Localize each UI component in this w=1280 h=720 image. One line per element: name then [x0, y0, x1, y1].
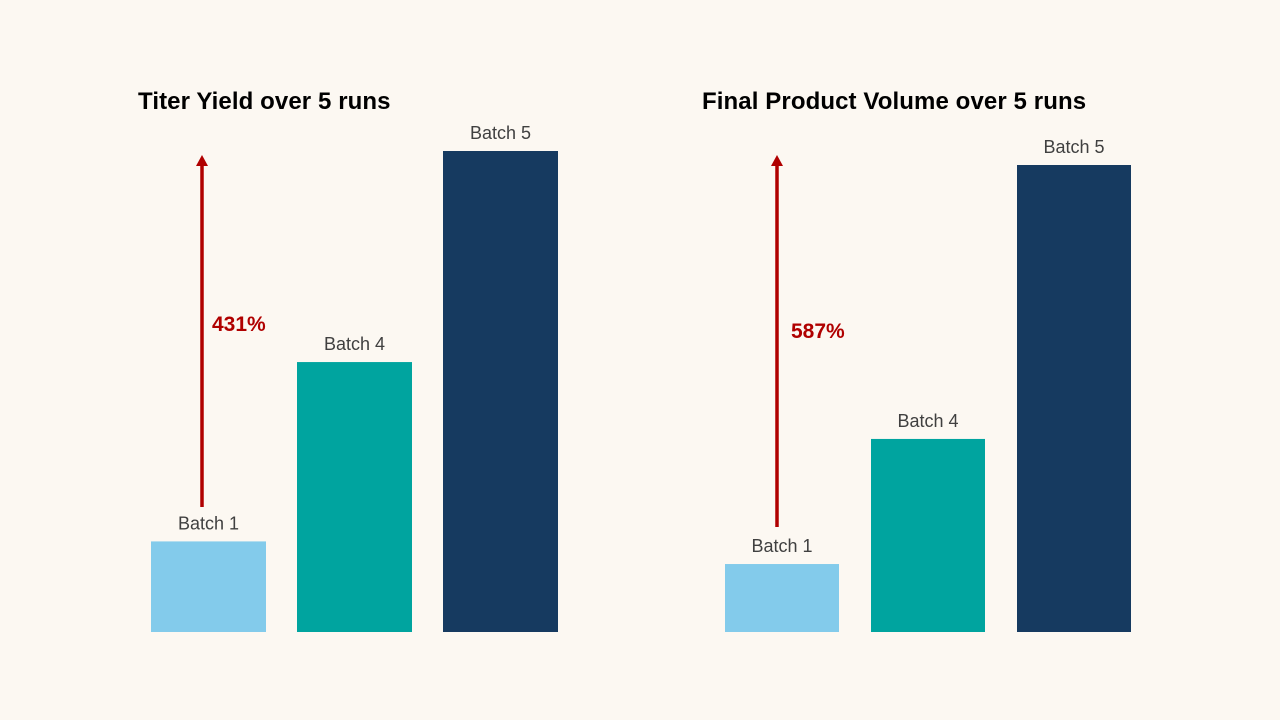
volume-growth-arrowhead: [771, 155, 783, 166]
volume-bar-batch-4: [871, 438, 985, 632]
chart-title-titer-yield: Titer Yield over 5 runs: [138, 88, 391, 115]
volume-bar-label-batch-5: Batch 5: [1043, 137, 1104, 157]
titer-bar-batch-1: [151, 541, 266, 632]
titer-bar-batch-4: [297, 362, 412, 632]
chart-title-final-product-volume: Final Product Volume over 5 runs: [702, 88, 1087, 115]
volume-growth-label: 587%: [791, 320, 845, 343]
volume-bar-label-batch-4: Batch 4: [897, 411, 958, 431]
volume-bar-batch-1: [725, 564, 839, 632]
titer-bar-label-batch-5: Batch 5: [470, 123, 531, 143]
titer-growth-arrowhead: [196, 155, 208, 166]
titer-bar-batch-5: [443, 151, 558, 632]
titer-yield-chart: Batch 1 Batch 4 Batch 5 431%: [151, 123, 558, 632]
titer-growth-label: 431%: [212, 313, 266, 336]
titer-bar-label-batch-1: Batch 1: [178, 513, 239, 533]
volume-bar-label-batch-1: Batch 1: [751, 536, 812, 556]
titer-bar-label-batch-4: Batch 4: [324, 334, 385, 354]
volume-bar-batch-5: [1017, 165, 1131, 632]
